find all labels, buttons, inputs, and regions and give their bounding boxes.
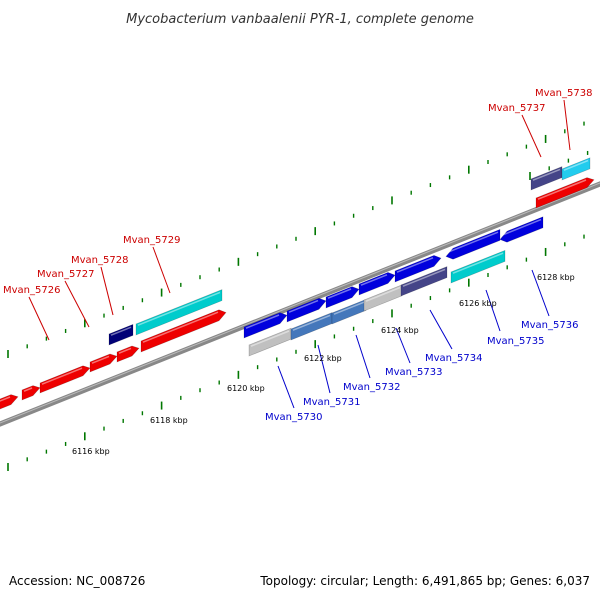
backbone-highlight — [0, 182, 600, 424]
gene-arrow-mvan-5735-shade — [452, 252, 504, 274]
gene-arrow-shade — [501, 218, 542, 236]
axis-label-6122: 6122 kbp — [304, 354, 342, 363]
gene-label-mvan-5732: Mvan_5732 — [343, 382, 400, 393]
gene-arrow-mvan-5735 — [450, 249, 506, 284]
leader-mvan-5731 — [317, 344, 331, 394]
gene-label-mvan-5735: Mvan_5735 — [487, 336, 544, 347]
gene-arrow-mvan-5730-shade — [250, 330, 290, 347]
gene-label-mvan-5734: Mvan_5734 — [425, 353, 482, 364]
gene-arrow — [535, 177, 595, 209]
gene-arrow-mvan-5734 — [400, 266, 448, 297]
axis-label-6120: 6120 kbp — [227, 384, 265, 393]
gene-arrow-shade — [118, 347, 132, 354]
axis-labels: 6116 kbp 6118 kbp 6120 kbp 6122 kbp 6124 kbp… — [72, 273, 575, 456]
gene-arrow — [116, 345, 140, 363]
map-title: Mycobacterium vanbaalenii PYR-1, complet… — [126, 12, 474, 27]
leader-mvan-5734 — [429, 309, 453, 350]
gene-arrow — [445, 228, 501, 260]
gene-arrow-shade — [396, 257, 434, 273]
gene-arrow-mvan-5731 — [290, 312, 333, 341]
gene-arrow — [89, 353, 118, 373]
gene-features — [0, 157, 595, 410]
gene-arrow-shade — [447, 231, 499, 253]
gene-label-mvan-5733: Mvan_5733 — [385, 367, 442, 378]
gene-arrow-shade — [142, 311, 219, 343]
leader-mvan-5737 — [521, 114, 542, 158]
gene-label-mvan-5727: Mvan_5727 — [37, 269, 94, 280]
gene-arrow-mvan-5732-shade — [333, 301, 365, 315]
gene-label-mvan-5731: Mvan_5731 — [303, 397, 360, 408]
gene-arrow — [358, 272, 396, 296]
axis-label-6116: 6116 kbp — [72, 447, 110, 456]
gene-arrow-shade — [245, 314, 280, 329]
gene-label-mvan-5728: Mvan_5728 — [71, 255, 128, 266]
gene-arrow-mvan-5730 — [248, 327, 292, 357]
gene-arrow — [39, 365, 91, 394]
gene-arrow-shade — [288, 299, 319, 313]
gene-arrow-mvan-5733-shade — [365, 286, 401, 302]
leader-mvan-5732 — [355, 334, 371, 379]
genome-backbone — [0, 181, 600, 427]
leader-mvan-5726 — [28, 296, 50, 341]
gene-arrow-mvan-5737-shade — [532, 168, 561, 181]
gene-arrow-shade — [360, 274, 388, 286]
label-leaders — [28, 99, 571, 409]
gene-arrow — [21, 385, 41, 401]
backbone-line — [0, 181, 600, 427]
leader-mvan-5729 — [152, 246, 171, 294]
gene-arrow — [325, 286, 360, 309]
axis-label-6126: 6126 kbp — [459, 299, 497, 308]
gene-arrow-mvan-5728 — [108, 323, 134, 346]
gene-arrow-shade — [0, 396, 11, 402]
gene-arrow — [499, 216, 544, 243]
leader-mvan-5733 — [395, 327, 411, 364]
gene-label-mvan-5726: Mvan_5726 — [3, 285, 60, 296]
gene-arrow-shade — [91, 355, 110, 364]
leader-mvan-5736 — [531, 269, 550, 317]
leader-mvan-5728 — [100, 266, 114, 316]
leader-mvan-5730 — [277, 365, 295, 409]
gene-arrow — [243, 312, 288, 339]
gene-arrow-mvan-5729 — [135, 289, 223, 336]
gene-arrow — [140, 309, 227, 353]
gene-arrow-shade — [23, 387, 33, 392]
gene-arrow-mvan-5734-shade — [402, 268, 446, 287]
leader-mvan-5738 — [563, 99, 571, 151]
gene-arrow-mvan-5731-shade — [292, 314, 331, 331]
gene-arrow — [394, 255, 442, 283]
axis-label-6128: 6128 kbp — [537, 273, 575, 282]
genome-summary-text: Topology: circular; Length: 6,491,865 bp… — [260, 574, 590, 588]
gene-label-mvan-5729: Mvan_5729 — [123, 235, 180, 246]
accession-text: Accession: NC_008726 — [9, 574, 146, 588]
gene-arrow-mvan-5729-shade — [137, 291, 221, 326]
gene-label-mvan-5730: Mvan_5730 — [265, 412, 322, 423]
tick-marks — [7, 121, 589, 471]
gene-label-mvan-5736: Mvan_5736 — [521, 320, 578, 331]
leader-mvan-5727 — [64, 280, 90, 328]
gene-arrow-mvan-5738 — [561, 157, 591, 181]
gene-arrow-shade — [327, 288, 352, 299]
gene-arrow — [286, 297, 327, 323]
gene-arrow-shade — [537, 179, 587, 200]
gene-label-mvan-5738: Mvan_5738 — [535, 88, 592, 99]
gene-labels: Mvan_5726 Mvan_5727 Mvan_5728 Mvan_5729 Mvan… — [3, 88, 592, 423]
gene-label-mvan-5737: Mvan_5737 — [488, 103, 545, 114]
gene-arrow-mvan-5728-shade — [110, 326, 132, 336]
axis-label-6118: 6118 kbp — [150, 416, 188, 425]
gene-arrow — [0, 394, 19, 410]
gene-arrow-shade — [41, 367, 83, 385]
gene-arrow-mvan-5738-shade — [563, 159, 589, 171]
gene-arrow-mvan-5737 — [530, 166, 563, 191]
leader-mvan-5735 — [485, 289, 501, 332]
axis-label-6124: 6124 kbp — [381, 326, 419, 335]
